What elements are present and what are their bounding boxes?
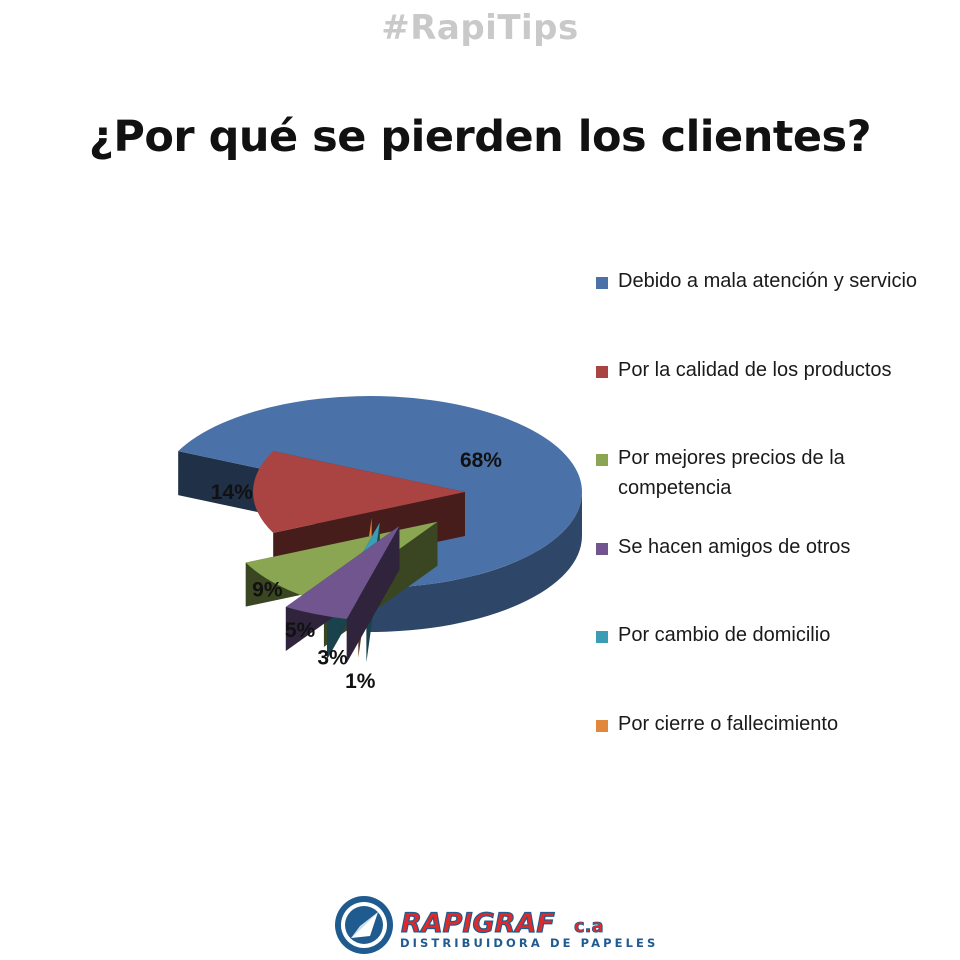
legend-label: Debido a mala atención y servicio: [618, 270, 918, 292]
pie-data-label: 3%: [317, 646, 348, 669]
chart-title: ¿Por qué se pierden los clientes?: [88, 112, 872, 162]
pie-data-label: 5%: [285, 619, 316, 642]
legend-label: Por mejores precios de la competencia: [618, 447, 845, 499]
pie-data-label: 1%: [345, 670, 376, 693]
legend-label: Por cambio de domicilio: [618, 624, 831, 646]
legend-label: Se hacen amigos de otros: [618, 536, 851, 558]
pie-slice-top: [252, 451, 465, 533]
pie-data-label: 14%: [211, 481, 253, 504]
pie-data-label: 9%: [252, 579, 283, 602]
legend-swatch: [596, 543, 608, 555]
pie-data-label: 68%: [460, 449, 502, 472]
hashtag-title: #RapiTips: [381, 8, 579, 48]
pie-slice: [285, 525, 400, 663]
pie-slice-side: [370, 492, 582, 632]
legend-swatch: [596, 454, 608, 466]
legend-swatch: [596, 720, 608, 732]
legend-swatch: [596, 631, 608, 643]
legend-label: Por cierre o fallecimiento: [618, 713, 839, 735]
pie-slice-top: [285, 525, 400, 619]
legend-label: Por la calidad de los productos: [618, 359, 892, 381]
legend-swatch: [596, 277, 608, 289]
legend-swatch: [596, 366, 608, 378]
